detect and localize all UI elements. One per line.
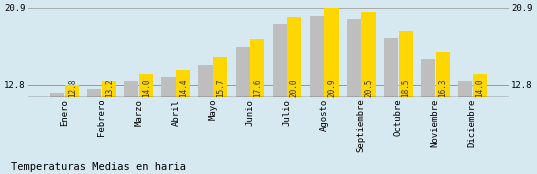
Text: 20.0: 20.0 <box>290 78 299 97</box>
Text: 17.6: 17.6 <box>253 78 262 97</box>
Text: 20.5: 20.5 <box>364 78 373 97</box>
Bar <box>310 15 324 97</box>
Bar <box>50 93 64 97</box>
Text: 12.8: 12.8 <box>68 78 77 97</box>
Bar <box>176 70 190 97</box>
Text: 14.0: 14.0 <box>142 78 151 97</box>
Text: 15.7: 15.7 <box>216 78 225 97</box>
Bar <box>473 74 487 97</box>
Bar <box>236 47 250 97</box>
Bar <box>88 89 101 97</box>
Bar <box>458 81 472 97</box>
Text: Temperaturas Medias en haria: Temperaturas Medias en haria <box>11 162 186 172</box>
Text: 14.0: 14.0 <box>475 78 484 97</box>
Bar <box>65 85 79 97</box>
Bar <box>273 24 287 97</box>
Bar <box>398 31 412 97</box>
Text: 18.5: 18.5 <box>401 78 410 97</box>
Text: 20.9: 20.9 <box>327 78 336 97</box>
Bar <box>361 12 375 97</box>
Bar <box>102 81 116 97</box>
Bar <box>347 19 361 97</box>
Bar <box>162 77 176 97</box>
Text: 14.4: 14.4 <box>179 78 188 97</box>
Text: 16.3: 16.3 <box>438 78 447 97</box>
Bar <box>384 38 398 97</box>
Bar <box>199 65 213 97</box>
Text: 13.2: 13.2 <box>105 78 114 97</box>
Bar <box>139 74 153 97</box>
Bar <box>125 81 139 97</box>
Bar <box>436 52 449 97</box>
Bar <box>287 17 301 97</box>
Bar <box>250 39 264 97</box>
Bar <box>421 59 435 97</box>
Bar <box>213 57 227 97</box>
Bar <box>324 8 338 97</box>
